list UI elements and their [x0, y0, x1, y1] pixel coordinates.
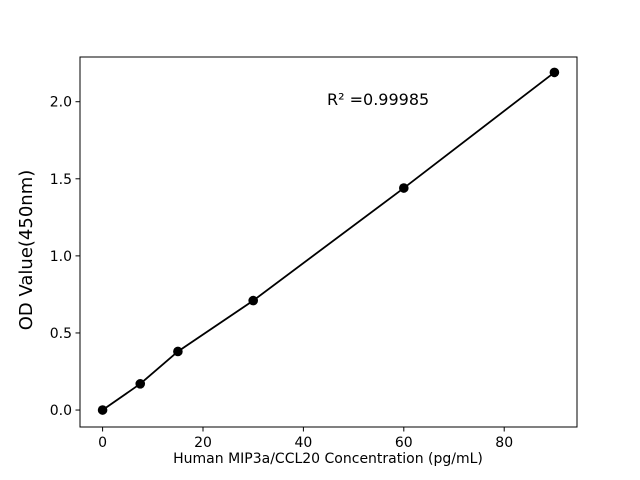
data-point-marker [173, 346, 183, 357]
data-point-marker [549, 67, 560, 78]
x-tick-label: 40 [294, 435, 312, 451]
y-axis-label: OD Value(450nm) [16, 169, 38, 331]
data-point-marker [248, 295, 258, 306]
data-point-marker [135, 379, 146, 389]
x-axis-label: Human MIP3a/CCL20 Concentration (pg/mL) [173, 451, 483, 467]
data-point-marker [399, 183, 409, 193]
x-tick-label: 20 [194, 435, 212, 451]
r-squared-annotation: R² =0.99985 [327, 90, 430, 109]
axes-spines [79, 56, 578, 428]
x-tick-label: 80 [495, 435, 513, 451]
y-tick-label: 1.5 [50, 172, 72, 188]
data-point-marker [97, 405, 108, 415]
x-tick-label: 60 [395, 435, 413, 451]
y-tick-label: 1.0 [50, 249, 72, 265]
x-tick-label: 0 [98, 435, 107, 451]
trend-line [101, 71, 556, 411]
y-tick-label: 0.5 [50, 326, 72, 342]
y-tick-label: 2.0 [50, 95, 72, 111]
y-tick-label: 0.0 [50, 403, 72, 419]
